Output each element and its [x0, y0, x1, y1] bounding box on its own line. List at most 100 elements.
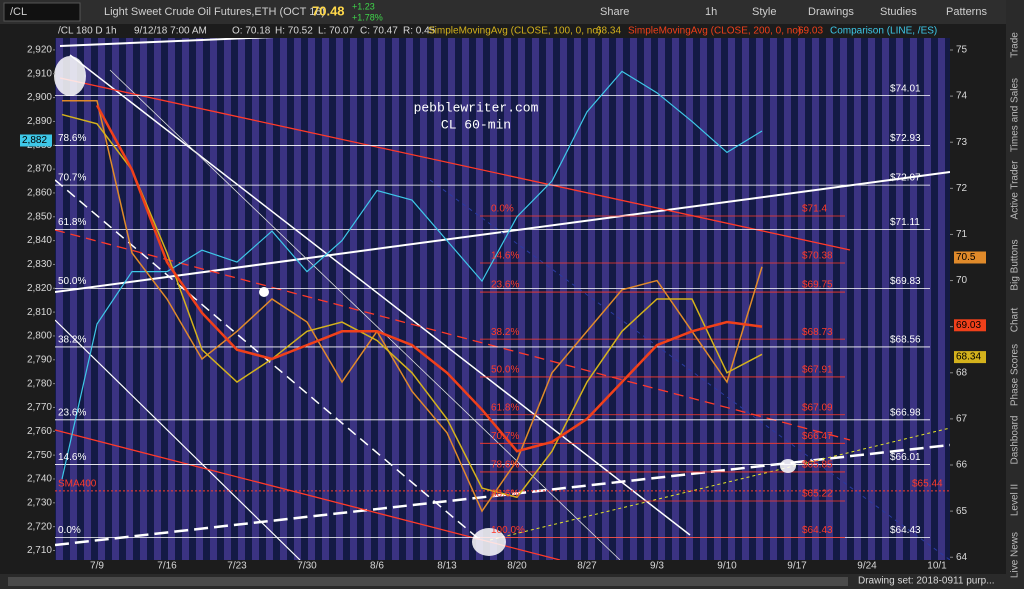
info-high: H: 70.52 — [275, 26, 313, 37]
x-tick-label: 7/23 — [227, 561, 247, 572]
fib-ratio-label: 23.6% — [491, 280, 519, 291]
sidebar-tab[interactable]: Dashboard — [1010, 416, 1021, 465]
fib-price-label: $74.01 — [890, 83, 921, 94]
x-tick-label: 9/3 — [650, 561, 664, 572]
highlight-circle — [259, 287, 269, 297]
y2-tick-label: 70 — [956, 275, 968, 286]
trendline — [55, 443, 950, 547]
trendline — [429, 179, 950, 560]
y2-tick-label: 75 — [956, 45, 968, 56]
fib-ratio-label: 70.7% — [491, 431, 519, 442]
highlight-circle — [472, 528, 506, 556]
x-tick-label: 8/6 — [370, 561, 384, 572]
highlight-circle — [54, 56, 86, 96]
fib-price-label: $67.91 — [802, 365, 833, 376]
x-tick-label: 8/27 — [577, 561, 597, 572]
x-tick-label: 9/17 — [787, 561, 807, 572]
scroll-thumb[interactable] — [8, 577, 848, 586]
fib-price-label: $70.38 — [802, 251, 833, 262]
fib-ratio-label: 0.0% — [491, 204, 514, 215]
sidebar-tab[interactable]: Live News — [1010, 532, 1021, 578]
fib-price-label: $68.56 — [890, 335, 921, 346]
sidebar-tab[interactable]: Phase Scores — [1010, 344, 1021, 406]
sidebar-tab[interactable]: Active Trader — [1010, 160, 1021, 220]
series-line — [61, 70, 763, 480]
patterns-button[interactable]: Patterns — [946, 6, 987, 18]
y2-tick-label: 67 — [956, 414, 968, 425]
x-tick-label: 9/10 — [717, 561, 737, 572]
y2-tick-label: 73 — [956, 137, 968, 148]
sidebar-tab[interactable]: Big Buttons — [1010, 239, 1021, 290]
price-tag-label: 68.34 — [956, 352, 981, 363]
price-tag-label: 2,882 — [22, 135, 47, 146]
trendline — [59, 77, 851, 251]
y-tick-label: 2,890 — [27, 116, 52, 127]
watermark: pebblewriter.com — [414, 100, 539, 115]
fib-price-label: $69.75 — [802, 280, 833, 291]
share-button[interactable]: Share — [600, 6, 629, 18]
trendline — [69, 54, 691, 536]
y-tick-label: 2,710 — [27, 545, 52, 556]
y-tick-label: 2,820 — [27, 283, 52, 294]
x-tick-label: 7/30 — [297, 561, 317, 572]
sma100-value: 68.34 — [596, 26, 621, 37]
fib-ratio-label: 78.6% — [491, 460, 519, 471]
price-tag-label: 69.03 — [956, 320, 981, 331]
sma400-label: SMA400 — [58, 478, 97, 489]
x-tick-label: 8/20 — [507, 561, 527, 572]
fib-ratio-label: 70.7% — [58, 173, 86, 184]
price-tag — [954, 351, 986, 364]
fib-ratio-label: 78.6% — [58, 133, 86, 144]
y2-tick-label: 74 — [956, 91, 968, 102]
trendline — [55, 319, 301, 560]
series-label: /CL 180 D 1h — [58, 26, 117, 37]
series-line — [62, 99, 763, 513]
fib-ratio-label: 88.6% — [491, 489, 519, 500]
trendline — [489, 427, 950, 541]
price-tag — [954, 251, 986, 264]
studies-button[interactable]: Studies — [880, 6, 917, 18]
net-change: +1.23 — [352, 1, 375, 11]
series-line — [61, 113, 763, 499]
interval-button[interactable]: 1h — [705, 6, 717, 18]
sidebar-tab[interactable]: Times and Sales — [1010, 78, 1021, 152]
info-datetime: 9/12/18 7:00 AM — [134, 26, 207, 37]
y-tick-label: 2,740 — [27, 474, 52, 485]
fib-price-label: $64.43 — [802, 525, 833, 536]
fib-price-label: $66.01 — [890, 452, 921, 463]
fib-price-label: $66.47 — [802, 431, 833, 442]
x-tick-label: 9/24 — [857, 561, 877, 572]
info-low: L: 70.07 — [318, 26, 355, 37]
sidebar-tab[interactable]: Chart — [1010, 308, 1021, 333]
y-tick-label: 2,730 — [27, 497, 52, 508]
y2-tick-label: 65 — [956, 506, 968, 517]
series-line — [95, 104, 763, 453]
fib-price-label: $71.11 — [890, 217, 920, 228]
description: Light Sweet Crude Oil Futures,ETH (OCT 1… — [104, 6, 325, 18]
x-tick-label: 7/16 — [157, 561, 177, 572]
fib-ratio-label: 38.2% — [491, 327, 519, 338]
sidebar-tab[interactable]: Trade — [1010, 32, 1021, 58]
fib-ratio-label: 23.6% — [58, 407, 86, 418]
trendline — [59, 38, 274, 47]
trendline — [109, 69, 621, 560]
y-tick-label: 2,860 — [27, 188, 52, 199]
drawing-set[interactable]: Drawing set: 2018-0911 purp... — [858, 576, 995, 587]
sidebar-tab[interactable]: Level II — [1010, 484, 1021, 516]
y-tick-label: 2,920 — [27, 45, 52, 56]
comparison-label: Comparison (LINE, /ES) — [830, 26, 937, 37]
fib-ratio-label: 50.0% — [58, 276, 86, 287]
sma100-label: SimpleMovingAvg (CLOSE, 100, 0, no) — [428, 26, 601, 37]
style-button[interactable]: Style — [752, 6, 776, 18]
y-tick-label: 2,750 — [27, 450, 52, 461]
fib-price-label: $68.73 — [802, 327, 833, 338]
trendline — [55, 171, 950, 293]
drawings-button[interactable]: Drawings — [808, 6, 854, 18]
y-tick-label: 2,810 — [27, 307, 52, 318]
fib-price-label: $65.22 — [802, 489, 833, 500]
y2-tick-label: 64 — [956, 552, 968, 563]
symbol-box[interactable] — [3, 2, 81, 22]
y2-tick-label: 71 — [956, 229, 968, 240]
symbol[interactable]: /CL — [10, 6, 27, 18]
